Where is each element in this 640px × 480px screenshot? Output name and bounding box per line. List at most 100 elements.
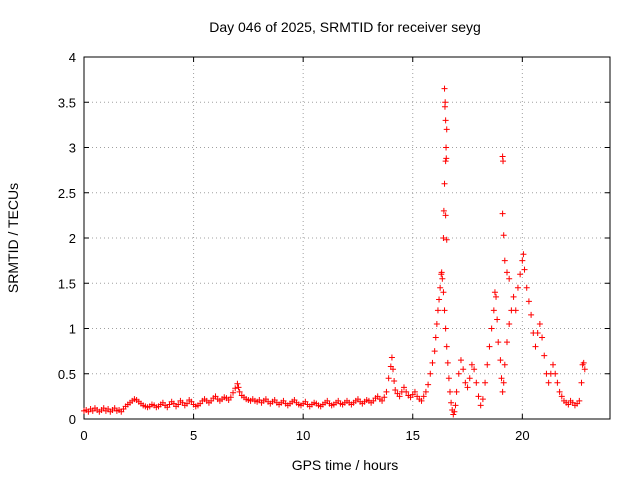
data-point — [521, 266, 528, 273]
data-point — [422, 388, 429, 395]
data-point — [475, 393, 482, 400]
data-point — [432, 334, 439, 341]
data-point — [431, 348, 438, 355]
data-point — [400, 384, 407, 391]
data-point — [501, 361, 508, 368]
data-point — [506, 320, 513, 327]
y-axis-label: SRMTID / TECUs — [5, 183, 21, 293]
data-point — [545, 379, 552, 386]
data-point — [427, 370, 434, 377]
data-point — [447, 388, 454, 395]
data-point — [498, 375, 505, 382]
data-point — [440, 235, 447, 241]
data-point — [438, 269, 445, 276]
data-point — [420, 393, 427, 400]
data-point — [236, 388, 243, 395]
plot-area-frame — [83, 56, 611, 420]
data-point — [510, 293, 517, 300]
data-point — [411, 388, 418, 395]
data-point — [227, 394, 234, 401]
data-point — [453, 388, 460, 395]
data-point — [444, 359, 451, 366]
data-point — [541, 352, 548, 359]
y-tick-label: 3.5 — [58, 95, 76, 110]
data-point — [455, 370, 462, 377]
data-point — [550, 361, 557, 368]
data-point — [558, 393, 565, 400]
data-point — [503, 269, 510, 276]
data-point — [464, 384, 471, 391]
data-point — [379, 397, 386, 404]
data-point — [554, 379, 561, 386]
data-point — [448, 399, 455, 406]
data-point — [442, 325, 449, 332]
data-point — [439, 275, 446, 282]
data-point — [580, 359, 587, 366]
x-tick-label: 10 — [296, 428, 310, 443]
data-point — [495, 339, 502, 346]
data-point — [462, 379, 469, 386]
data-point — [235, 384, 242, 391]
data-point — [552, 370, 559, 377]
data-point — [488, 325, 495, 332]
data-point — [520, 251, 527, 258]
data-point — [499, 210, 506, 217]
y-tick-label: 0.5 — [58, 367, 76, 382]
data-point — [434, 307, 441, 314]
data-point — [443, 236, 450, 243]
data-point — [493, 293, 500, 300]
data-point — [479, 396, 486, 403]
y-tick-label: 2 — [69, 231, 76, 246]
data-point — [441, 307, 448, 314]
data-point — [230, 389, 237, 396]
data-point — [460, 366, 467, 373]
data-point — [452, 402, 459, 409]
data-point — [436, 296, 443, 303]
data-point — [536, 320, 543, 327]
data-point — [565, 401, 572, 408]
data-point — [437, 284, 444, 291]
data-point — [381, 394, 388, 401]
grid — [84, 57, 610, 419]
x-tick-label: 5 — [190, 428, 197, 443]
data-point — [519, 257, 526, 264]
data-point — [486, 343, 493, 350]
data-point — [443, 126, 450, 133]
data-point — [484, 361, 491, 368]
data-point — [473, 379, 480, 386]
data-point — [528, 311, 535, 318]
data-point — [490, 307, 497, 314]
data-point — [532, 343, 539, 350]
data-point — [482, 379, 489, 386]
data-point — [471, 366, 478, 373]
data-point — [501, 257, 508, 264]
data-point — [442, 212, 449, 219]
data-point — [442, 117, 449, 124]
y-tick-label: 2.5 — [58, 186, 76, 201]
data-point — [443, 343, 450, 350]
data-point — [396, 393, 403, 400]
data-point — [443, 144, 450, 151]
data-point — [581, 366, 588, 373]
data-point — [457, 357, 464, 364]
data-point — [385, 375, 392, 382]
x-tick-label: 20 — [515, 428, 529, 443]
data-point — [500, 158, 507, 165]
data-point — [441, 180, 448, 187]
data-point — [491, 289, 498, 296]
y-tick-label: 4 — [69, 50, 76, 65]
data-point — [466, 375, 473, 382]
data-point — [451, 408, 458, 415]
data-point — [418, 397, 425, 404]
data-point — [234, 380, 241, 387]
data-point — [556, 388, 563, 395]
data-point — [433, 320, 440, 327]
x-tick-label: 0 — [80, 428, 87, 443]
data-point — [442, 99, 449, 106]
data-point — [539, 334, 546, 341]
data-point — [442, 158, 449, 165]
x-tick-label: 15 — [406, 428, 420, 443]
y-tick-label: 1.5 — [58, 276, 76, 291]
data-point — [468, 361, 475, 368]
